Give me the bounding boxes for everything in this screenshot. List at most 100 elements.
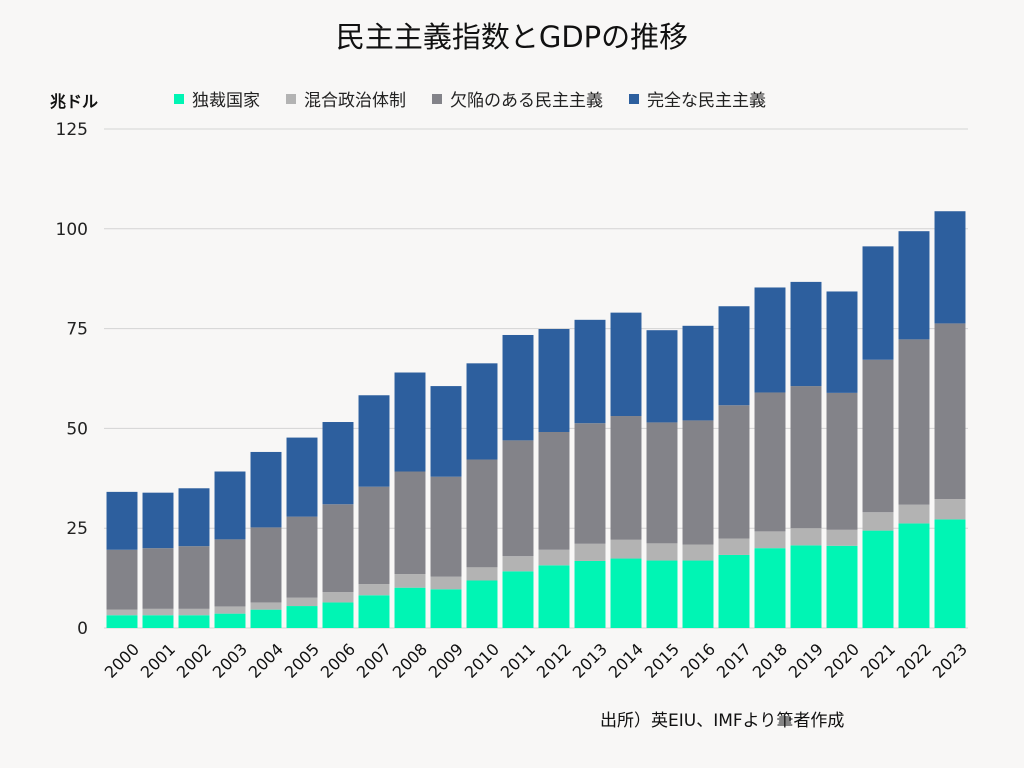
bar-full-2001 bbox=[142, 492, 174, 549]
bar-hybrid-2014 bbox=[610, 539, 642, 559]
bar-autocratic-2016 bbox=[682, 560, 714, 628]
bar-flawed-2022 bbox=[898, 339, 930, 505]
bar-flawed-2005 bbox=[286, 516, 318, 598]
bar-full-2020 bbox=[826, 291, 858, 393]
bar-autocratic-2004 bbox=[250, 609, 282, 628]
bar-flawed-2009 bbox=[430, 476, 462, 577]
bar-flawed-2003 bbox=[214, 539, 246, 607]
x-tick-label-2012: 2012 bbox=[533, 640, 575, 682]
bar-flawed-2014 bbox=[610, 416, 642, 540]
bar-hybrid-2003 bbox=[214, 606, 246, 614]
bar-full-2000 bbox=[106, 491, 138, 550]
x-tick-label-2000: 2000 bbox=[101, 640, 143, 682]
legend-item-hybrid: 混合政治体制 bbox=[286, 86, 406, 111]
bar-hybrid-2008 bbox=[394, 574, 426, 588]
bar-full-2023 bbox=[934, 211, 966, 324]
bar-flawed-2011 bbox=[502, 440, 534, 557]
x-tick-label-2019: 2019 bbox=[785, 640, 827, 682]
bar-flawed-2019 bbox=[790, 386, 822, 529]
x-tick-label-2011: 2011 bbox=[497, 640, 539, 682]
bar-flawed-2020 bbox=[826, 392, 858, 530]
x-tick-label-2003: 2003 bbox=[209, 640, 251, 682]
x-tick-label-2007: 2007 bbox=[353, 640, 395, 682]
bar-hybrid-2017 bbox=[718, 538, 750, 555]
bar-autocratic-2022 bbox=[898, 523, 930, 628]
bar-full-2003 bbox=[214, 471, 246, 540]
x-tick-label-2008: 2008 bbox=[389, 640, 431, 682]
bar-hybrid-2023 bbox=[934, 499, 966, 520]
bar-flawed-2018 bbox=[754, 392, 786, 532]
legend-label-hybrid: 混合政治体制 bbox=[304, 91, 406, 111]
x-tick-label-2005: 2005 bbox=[281, 640, 323, 682]
legend-label-flawed: 欠陥のある民主主義 bbox=[450, 91, 603, 111]
legend-label-full: 完全な民主主義 bbox=[647, 91, 766, 111]
x-tick-label-2022: 2022 bbox=[893, 640, 935, 682]
bar-full-2013 bbox=[574, 319, 606, 424]
bar-full-2008 bbox=[394, 372, 426, 472]
bar-full-2005 bbox=[286, 437, 318, 517]
bar-flawed-2006 bbox=[322, 504, 354, 593]
bar-flawed-2004 bbox=[250, 527, 282, 603]
bar-flawed-2017 bbox=[718, 405, 750, 539]
bar-hybrid-2000 bbox=[106, 609, 138, 616]
x-tick-label-2017: 2017 bbox=[713, 640, 755, 682]
bar-autocratic-2019 bbox=[790, 545, 822, 628]
bar-autocratic-2012 bbox=[538, 565, 570, 628]
chart-legend: 独裁国家 混合政治体制 欠陥のある民主主義 完全な民主主義 bbox=[174, 86, 766, 111]
bar-hybrid-2002 bbox=[178, 608, 210, 616]
bar-hybrid-2019 bbox=[790, 528, 822, 546]
bar-autocratic-2018 bbox=[754, 548, 786, 628]
legend-item-full: 完全な民主主義 bbox=[629, 86, 766, 111]
x-tick-label-2009: 2009 bbox=[425, 640, 467, 682]
bar-flawed-2015 bbox=[646, 422, 678, 544]
bar-flawed-2013 bbox=[574, 423, 606, 544]
bar-flawed-2012 bbox=[538, 431, 570, 550]
bar-autocratic-2014 bbox=[610, 558, 642, 628]
bar-hybrid-2010 bbox=[466, 567, 498, 581]
bar-autocratic-2007 bbox=[358, 595, 390, 628]
x-tick-label-2018: 2018 bbox=[749, 640, 791, 682]
bar-autocratic-2010 bbox=[466, 580, 498, 628]
bar-hybrid-2015 bbox=[646, 543, 678, 561]
y-tick-label-75: 75 bbox=[66, 320, 88, 340]
chart-title: 民主主義指数とGDPの推移 bbox=[335, 20, 689, 54]
bar-hybrid-2001 bbox=[142, 608, 174, 616]
x-tick-label-2016: 2016 bbox=[677, 640, 719, 682]
bar-autocratic-2005 bbox=[286, 606, 318, 628]
bar-full-2004 bbox=[250, 451, 282, 528]
legend-swatch-full bbox=[629, 93, 639, 104]
bar-autocratic-2008 bbox=[394, 587, 426, 628]
bar-hybrid-2021 bbox=[862, 512, 894, 531]
x-tick-label-2021: 2021 bbox=[857, 640, 899, 682]
legend-swatch-hybrid bbox=[286, 93, 296, 104]
bar-autocratic-2020 bbox=[826, 545, 858, 628]
bar-hybrid-2013 bbox=[574, 543, 606, 561]
y-tick-label-50: 50 bbox=[66, 419, 88, 439]
bar-flawed-2008 bbox=[394, 471, 426, 575]
legend-item-flawed: 欠陥のある民主主義 bbox=[432, 86, 603, 111]
y-tick-label-0: 0 bbox=[77, 619, 88, 639]
bar-full-2021 bbox=[862, 246, 894, 360]
bar-full-2014 bbox=[610, 312, 642, 417]
legend-swatch-autocratic bbox=[174, 93, 184, 104]
x-tick-label-2013: 2013 bbox=[569, 640, 611, 682]
y-axis-unit-label: 兆ドル bbox=[50, 92, 99, 111]
bar-hybrid-2009 bbox=[430, 576, 462, 590]
bar-autocratic-2017 bbox=[718, 554, 750, 628]
bar-full-2017 bbox=[718, 306, 750, 406]
x-tick-label-2002: 2002 bbox=[173, 640, 215, 682]
bar-hybrid-2006 bbox=[322, 592, 354, 603]
x-tick-label-2006: 2006 bbox=[317, 640, 359, 682]
bar-full-2006 bbox=[322, 422, 354, 505]
bar-autocratic-2001 bbox=[142, 615, 174, 628]
bar-autocratic-2002 bbox=[178, 615, 210, 628]
bar-full-2007 bbox=[358, 395, 390, 487]
bar-autocratic-2009 bbox=[430, 589, 462, 628]
x-tick-label-2020: 2020 bbox=[821, 640, 863, 682]
bar-full-2015 bbox=[646, 330, 678, 423]
bar-full-2016 bbox=[682, 325, 714, 421]
y-tick-label-100: 100 bbox=[56, 220, 88, 240]
bar-hybrid-2007 bbox=[358, 584, 390, 596]
bar-full-2009 bbox=[430, 386, 462, 477]
